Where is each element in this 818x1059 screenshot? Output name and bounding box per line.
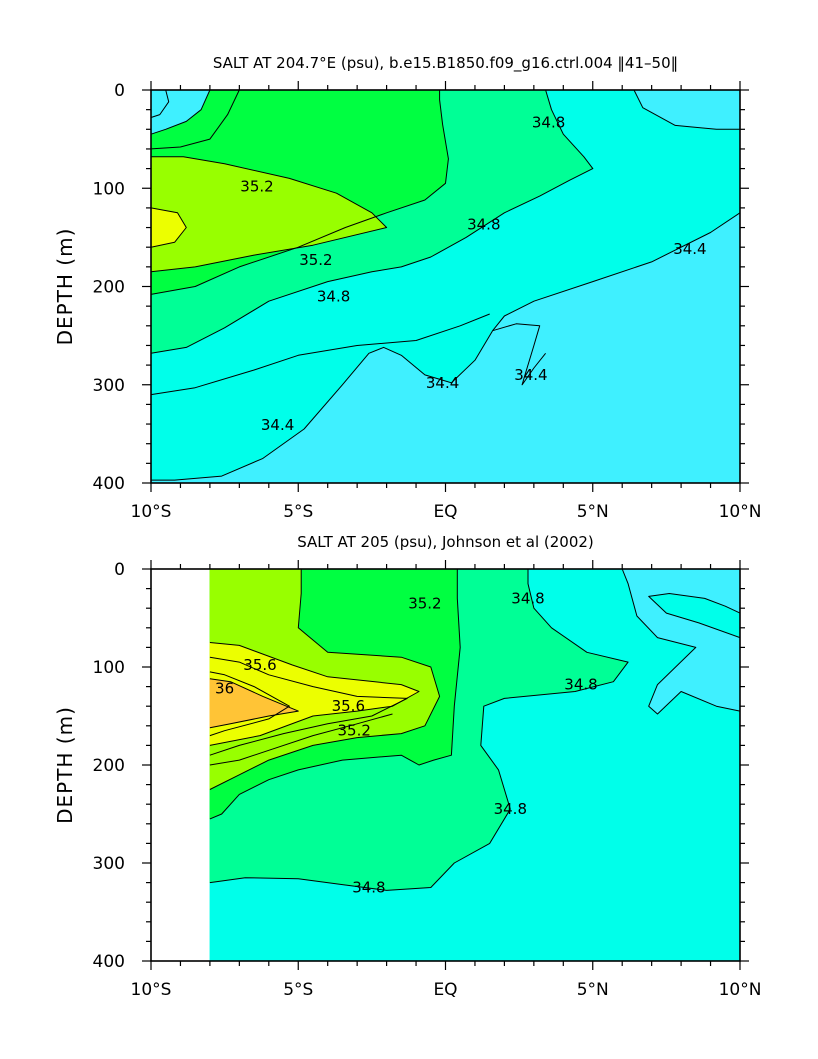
contour-line	[150, 207, 187, 248]
panel-model-salinity: 35.2 35.2 34.8 34.8 34.8 34.4 34.4 34.4 34.4 SAL…	[53, 54, 761, 522]
contour-line	[150, 89, 211, 135]
contour-label: 34.8	[494, 800, 527, 818]
contour-label: 35.2	[299, 251, 332, 269]
y-tick-label: 300	[93, 854, 125, 874]
chart-title: SALT AT 205 (psu), Johnson et al (2002)	[297, 533, 594, 551]
contour-line	[209, 569, 629, 891]
contour-label: 34.8	[467, 216, 500, 234]
salinity-regions	[150, 89, 741, 484]
contour-label: 34.4	[514, 366, 547, 384]
y-tick-label: 400	[93, 952, 125, 972]
contour-labels: 35.6 36 35.6 35.2 35.2 34.8 34.8 34.8 34.8	[215, 589, 598, 896]
contour-line	[209, 642, 420, 746]
x-tick-label: EQ	[433, 502, 457, 522]
contour-line	[150, 89, 594, 354]
contour-lines	[150, 89, 741, 481]
y-axis-label: DEPTH (m)	[53, 228, 77, 346]
contour-line	[150, 313, 490, 396]
y-tick-label: 300	[93, 376, 125, 396]
panel-observed-salinity: 35.6 36 35.6 35.2 35.2 34.8 34.8 34.8 34.8 SALT …	[53, 533, 761, 1000]
contour-label: 35.2	[408, 594, 441, 612]
contour-label: 34.8	[511, 589, 544, 607]
x-tick-label: 5°N	[577, 980, 609, 1000]
contour-line	[621, 568, 741, 715]
contour-label: 34.4	[673, 240, 706, 258]
contour-line	[151, 212, 741, 481]
contour-label: 36	[215, 680, 234, 698]
contour-line	[150, 156, 388, 273]
y-tick-label: 100	[93, 179, 125, 199]
y-tick-label: 100	[93, 658, 125, 678]
y-axis-label: DEPTH (m)	[53, 706, 77, 824]
contour-line	[209, 569, 441, 790]
y-tick-label: 200	[93, 756, 125, 776]
contour-label: 35.2	[240, 177, 273, 195]
x-tick-label: 5°S	[283, 502, 313, 522]
contour-line	[209, 656, 408, 756]
contour-label: 35.6	[332, 697, 365, 715]
contour-label: 34.4	[261, 416, 294, 434]
contour-line	[209, 678, 299, 729]
axis-ticks	[142, 81, 749, 492]
x-tick-label: 5°N	[577, 502, 609, 522]
axis-ticks	[142, 560, 749, 970]
x-tick-label: 10°N	[719, 980, 762, 1000]
contour-label: 35.2	[337, 722, 370, 740]
contour-label: 34.8	[352, 879, 385, 897]
contour-line	[209, 671, 290, 737]
contour-lines	[209, 568, 741, 891]
contour-line	[150, 89, 170, 118]
contour-line	[150, 89, 240, 150]
y-tick-label: 0	[114, 560, 125, 580]
contour-label: 35.6	[243, 656, 276, 674]
contour-label: 34.8	[532, 113, 565, 131]
x-tick-label: 5°S	[283, 980, 313, 1000]
contour-line	[209, 569, 461, 820]
contour-label: 34.4	[426, 374, 459, 392]
salinity-regions	[209, 568, 741, 962]
contour-label: 34.8	[564, 676, 597, 694]
contour-label: 34.8	[317, 287, 350, 305]
x-tick-label: 10°S	[131, 502, 172, 522]
contour-line	[209, 713, 393, 766]
contour-line	[648, 593, 741, 639]
y-tick-label: 400	[93, 474, 125, 494]
chart-title: SALT AT 204.7°E (psu), b.e15.B1850.f09_g…	[213, 54, 678, 73]
contour-line	[492, 323, 546, 386]
contour-line	[150, 90, 449, 295]
y-tick-label: 0	[114, 81, 125, 101]
x-tick-label: 10°S	[131, 980, 172, 1000]
x-tick-label: 10°N	[719, 502, 762, 522]
y-tick-label: 200	[93, 278, 125, 298]
contour-line	[633, 89, 740, 130]
x-tick-label: EQ	[433, 980, 457, 1000]
contour-labels: 35.2 35.2 34.8 34.8 34.8 34.4 34.4 34.4 34.4	[240, 113, 706, 434]
